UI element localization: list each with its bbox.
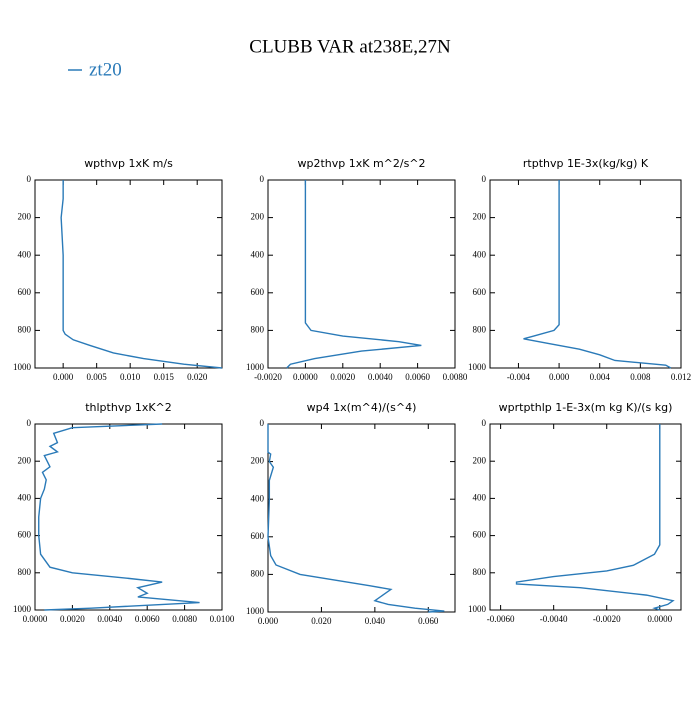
y-tick-label: 200 — [473, 212, 487, 222]
y-tick-label: 800 — [18, 567, 32, 577]
y-tick-label: 1000 — [468, 362, 487, 372]
plot-frame — [489, 423, 682, 611]
profile-line — [38, 423, 200, 611]
x-tick-label: 0.0000 — [647, 614, 672, 624]
x-tick-label: 0.010 — [120, 372, 141, 382]
x-tick-label: -0.0060 — [487, 614, 515, 624]
y-tick-label: 0 — [482, 174, 487, 184]
y-tick-label: 400 — [473, 492, 487, 502]
y-tick-label: 0 — [27, 418, 32, 428]
y-tick-label: 400 — [18, 492, 32, 502]
y-tick-label: 0 — [482, 418, 487, 428]
plot-frame — [267, 179, 456, 369]
y-tick-label: 1000 — [246, 362, 265, 372]
y-tick-label: 800 — [251, 324, 265, 334]
y-tick-label: 400 — [18, 249, 32, 259]
y-tick-label: 200 — [473, 455, 487, 465]
y-tick-label: 600 — [251, 531, 265, 541]
panel-title: wp4 1x(m^4)/(s^4) — [307, 401, 417, 414]
plot-frame — [489, 179, 682, 369]
y-tick-label: 0 — [260, 174, 265, 184]
x-tick-label: 0.0060 — [405, 372, 430, 382]
x-tick-label: 0.020 — [187, 372, 208, 382]
y-tick-label: 600 — [18, 530, 32, 540]
x-tick-label: 0.060 — [418, 616, 439, 626]
x-tick-label: 0.008 — [630, 372, 651, 382]
x-tick-label: 0.0080 — [443, 372, 468, 382]
y-tick-label: 1000 — [13, 362, 32, 372]
x-tick-label: 0.000 — [53, 372, 74, 382]
panel-title: wprtpthlp 1-E-3x(m kg K)/(s kg) — [499, 401, 673, 414]
x-tick-label: 0.0000 — [23, 614, 48, 624]
x-tick-label: 0.0100 — [210, 614, 235, 624]
y-tick-label: 200 — [251, 212, 265, 222]
plot-frame — [34, 179, 223, 369]
y-tick-label: 200 — [18, 212, 32, 222]
profile-line — [286, 180, 422, 369]
profile-line — [523, 180, 672, 369]
panel-title: rtpthvp 1E-3x(kg/kg) K — [523, 157, 649, 170]
x-tick-label: 0.004 — [590, 372, 611, 382]
plot-frame — [34, 423, 223, 611]
x-tick-label: 0.040 — [365, 616, 386, 626]
y-tick-label: 600 — [18, 287, 32, 297]
y-tick-label: 800 — [473, 324, 487, 334]
y-tick-label: 0 — [27, 174, 32, 184]
y-tick-label: 400 — [251, 249, 265, 259]
x-tick-label: 0.0020 — [60, 614, 85, 624]
y-tick-label: 800 — [251, 568, 265, 578]
x-tick-label: -0.004 — [507, 372, 531, 382]
x-tick-label: 0.0040 — [368, 372, 393, 382]
y-tick-label: 1000 — [13, 604, 32, 614]
x-tick-label: 0.005 — [87, 372, 108, 382]
x-tick-label: 0.0080 — [172, 614, 197, 624]
x-tick-label: 0.0040 — [97, 614, 122, 624]
profile-line — [515, 424, 675, 611]
profile-line — [267, 424, 445, 613]
x-tick-label: 0.015 — [154, 372, 175, 382]
x-tick-label: -0.0020 — [254, 372, 282, 382]
y-tick-label: 400 — [473, 249, 487, 259]
y-tick-label: 600 — [473, 287, 487, 297]
y-tick-label: 600 — [473, 530, 487, 540]
x-tick-label: 0.020 — [311, 616, 332, 626]
y-tick-label: 800 — [18, 324, 32, 334]
panel-title: wp2thvp 1xK m^2/s^2 — [297, 157, 425, 170]
x-tick-label: -0.0040 — [540, 614, 568, 624]
y-tick-label: 1000 — [246, 606, 265, 616]
x-tick-label: -0.0020 — [593, 614, 621, 624]
y-tick-label: 200 — [251, 456, 265, 466]
legend-label: zt20 — [89, 59, 122, 80]
y-tick-label: 0 — [260, 418, 265, 428]
x-tick-label: 0.0060 — [135, 614, 160, 624]
profile-line — [60, 180, 223, 369]
y-tick-label: 200 — [18, 455, 32, 465]
panel-title: thlpthvp 1xK^2 — [85, 401, 172, 414]
x-tick-label: 0.012 — [671, 372, 691, 382]
figure-title: CLUBB VAR at238E,27N — [249, 36, 451, 57]
y-tick-label: 600 — [251, 287, 265, 297]
y-tick-label: 400 — [251, 493, 265, 503]
x-tick-label: 0.000 — [549, 372, 570, 382]
y-tick-label: 1000 — [468, 604, 487, 614]
x-tick-label: 0.000 — [258, 616, 279, 626]
x-tick-label: 0.0020 — [330, 372, 355, 382]
panel-title: wpthvp 1xK m/s — [84, 157, 173, 170]
x-tick-label: 0.0000 — [293, 372, 318, 382]
y-tick-label: 800 — [473, 567, 487, 577]
